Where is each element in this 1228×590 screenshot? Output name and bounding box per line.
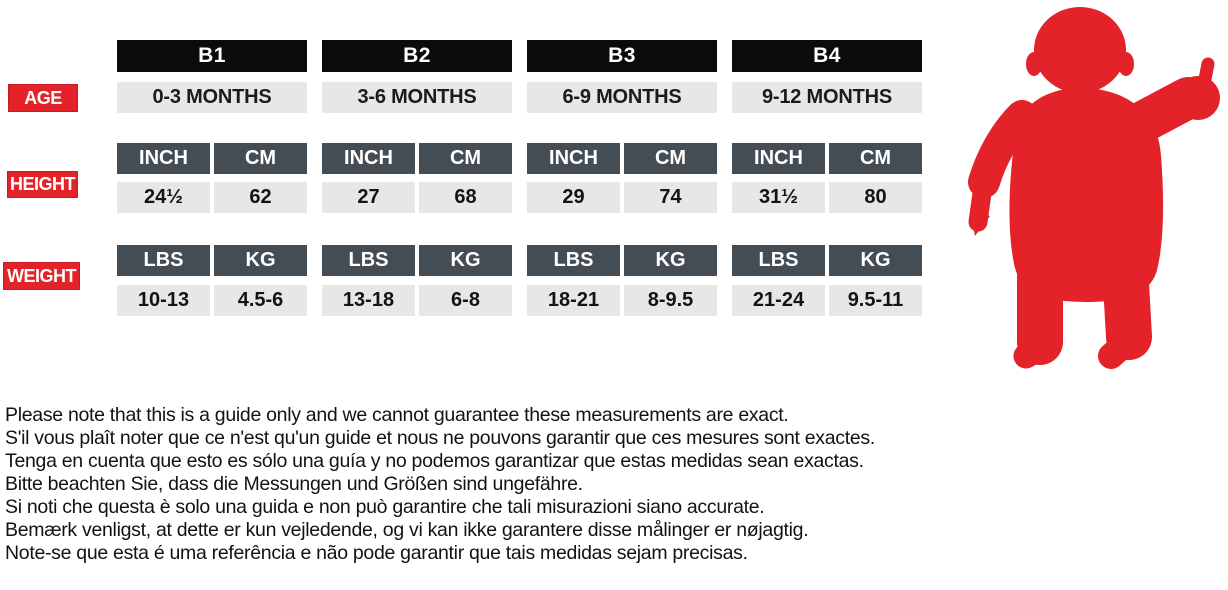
unit-inch-label: INCH: [732, 143, 825, 174]
height-unit-header: INCH CM: [117, 143, 307, 174]
unit-inch-label: INCH: [527, 143, 620, 174]
disclaimer-line-en: Please note that this is a guide only an…: [5, 404, 789, 426]
disclaimer-line-es: Tenga en cuenta que esto es sólo una guí…: [5, 450, 864, 472]
height-unit-header: INCH CM: [322, 143, 512, 174]
height-inch-value: 29: [527, 182, 620, 213]
size-code: B1: [117, 40, 307, 72]
baby-thumbs-up-icon: [968, 7, 1220, 369]
unit-lbs-label: LBS: [322, 245, 415, 276]
size-code: B3: [527, 40, 717, 72]
unit-lbs-label: LBS: [732, 245, 825, 276]
unit-kg-label: KG: [829, 245, 922, 276]
height-cm-value: 74: [624, 182, 717, 213]
weight-unit-header: LBS KG: [732, 245, 922, 276]
age-range: 6-9 MONTHS: [527, 82, 717, 113]
disclaimer-line-it: Si noti che questa è solo una guida e no…: [5, 496, 765, 518]
disclaimer-line-da: Bemærk venligst, at dette er kun vejlede…: [5, 519, 809, 541]
weight-values: 13-18 6-8: [322, 285, 512, 316]
age-range: 9-12 MONTHS: [732, 82, 922, 113]
size-table: B1 0-3 MONTHS INCH CM 24½ 62 LBS KG 10-1…: [117, 40, 922, 316]
weight-unit-header: LBS KG: [527, 245, 717, 276]
weight-values: 10-13 4.5-6: [117, 285, 307, 316]
weight-lbs-value: 10-13: [117, 285, 210, 316]
unit-cm-label: CM: [624, 143, 717, 174]
weight-lbs-value: 18-21: [527, 285, 620, 316]
unit-cm-label: CM: [829, 143, 922, 174]
size-column-b4: B4 9-12 MONTHS INCH CM 31½ 80 LBS KG 21-…: [732, 40, 922, 316]
weight-lbs-value: 21-24: [732, 285, 825, 316]
height-inch-value: 27: [322, 182, 415, 213]
unit-inch-label: INCH: [117, 143, 210, 174]
disclaimer-line-de: Bitte beachten Sie, dass die Messungen u…: [5, 473, 583, 495]
weight-lbs-value: 13-18: [322, 285, 415, 316]
unit-cm-label: CM: [419, 143, 512, 174]
weight-unit-header: LBS KG: [117, 245, 307, 276]
height-cm-value: 80: [829, 182, 922, 213]
height-values: 24½ 62: [117, 182, 307, 213]
height-cm-value: 62: [214, 182, 307, 213]
weight-unit-header: LBS KG: [322, 245, 512, 276]
unit-lbs-label: LBS: [117, 245, 210, 276]
weight-kg-value: 8-9.5: [624, 285, 717, 316]
size-code: B2: [322, 40, 512, 72]
height-unit-header: INCH CM: [527, 143, 717, 174]
row-label-weight: WEIGHT: [3, 262, 80, 290]
weight-kg-value: 9.5-11: [829, 285, 922, 316]
unit-kg-label: KG: [624, 245, 717, 276]
unit-lbs-label: LBS: [527, 245, 620, 276]
height-inch-value: 31½: [732, 182, 825, 213]
unit-cm-label: CM: [214, 143, 307, 174]
height-values: 29 74: [527, 182, 717, 213]
unit-kg-label: KG: [419, 245, 512, 276]
height-cm-value: 68: [419, 182, 512, 213]
height-values: 31½ 80: [732, 182, 922, 213]
disclaimer-text: Please note that this is a guide only an…: [5, 404, 945, 565]
weight-values: 18-21 8-9.5: [527, 285, 717, 316]
size-column-b3: B3 6-9 MONTHS INCH CM 29 74 LBS KG 18-21…: [527, 40, 717, 316]
size-code: B4: [732, 40, 922, 72]
age-range: 3-6 MONTHS: [322, 82, 512, 113]
height-values: 27 68: [322, 182, 512, 213]
weight-kg-value: 4.5-6: [214, 285, 307, 316]
row-label-age: AGE: [8, 84, 78, 112]
unit-kg-label: KG: [214, 245, 307, 276]
age-range: 0-3 MONTHS: [117, 82, 307, 113]
height-unit-header: INCH CM: [732, 143, 922, 174]
disclaimer-line-fr: S'il vous plaît noter que ce n'est qu'un…: [5, 427, 875, 449]
unit-inch-label: INCH: [322, 143, 415, 174]
disclaimer-line-pt: Note-se que esta é uma referência e não …: [5, 542, 748, 564]
size-column-b1: B1 0-3 MONTHS INCH CM 24½ 62 LBS KG 10-1…: [117, 40, 307, 316]
weight-kg-value: 6-8: [419, 285, 512, 316]
size-column-b2: B2 3-6 MONTHS INCH CM 27 68 LBS KG 13-18…: [322, 40, 512, 316]
weight-values: 21-24 9.5-11: [732, 285, 922, 316]
row-label-height: HEIGHT: [7, 171, 78, 198]
height-inch-value: 24½: [117, 182, 210, 213]
